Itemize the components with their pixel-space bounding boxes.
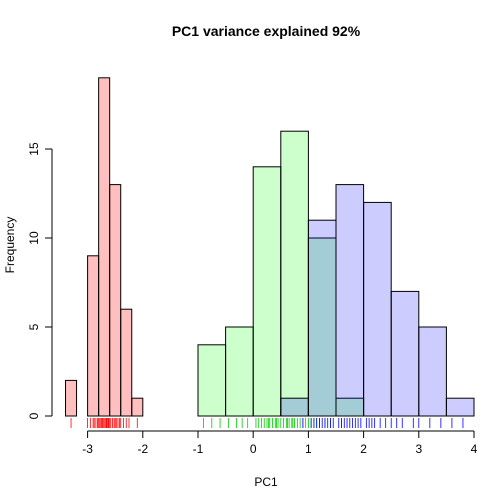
bars-layer (66, 78, 474, 416)
histogram-bar (110, 185, 121, 416)
rug-layer (71, 418, 463, 428)
x-tick-label: 3 (415, 442, 422, 456)
x-tick-label: 1 (305, 442, 312, 456)
histogram-bar (132, 398, 143, 416)
histogram-bar (253, 167, 281, 416)
y-tick-label: 0 (27, 412, 41, 419)
histogram-bar (88, 256, 99, 416)
y-axis-label: Frequency (3, 217, 17, 274)
histogram-bar (198, 345, 226, 416)
y-tick-label: 5 (27, 323, 41, 330)
histogram-bar (336, 185, 364, 416)
chart-title: PC1 variance explained 92% (172, 23, 361, 39)
histogram-bar (99, 78, 110, 416)
x-tick-label: 2 (360, 442, 367, 456)
y-tick-label: 10 (27, 231, 41, 245)
histogram-bar (281, 131, 309, 416)
x-tick-label: 0 (250, 442, 257, 456)
x-tick-label: 4 (471, 442, 478, 456)
histogram-bar (419, 327, 447, 416)
x-tick-label: -1 (193, 442, 204, 456)
histogram-bar (121, 309, 132, 416)
histogram-bar (446, 398, 474, 416)
histogram-bar (308, 220, 336, 416)
x-tick-label: -3 (82, 442, 93, 456)
x-tick-label: -2 (137, 442, 148, 456)
histogram-bar (391, 291, 419, 416)
histogram-bar (364, 202, 392, 416)
histogram-bar (281, 398, 309, 416)
y-tick-label: 15 (27, 142, 41, 156)
histogram-bar (226, 327, 254, 416)
x-axis-label: PC1 (254, 475, 278, 489)
histogram-bar (66, 380, 77, 416)
